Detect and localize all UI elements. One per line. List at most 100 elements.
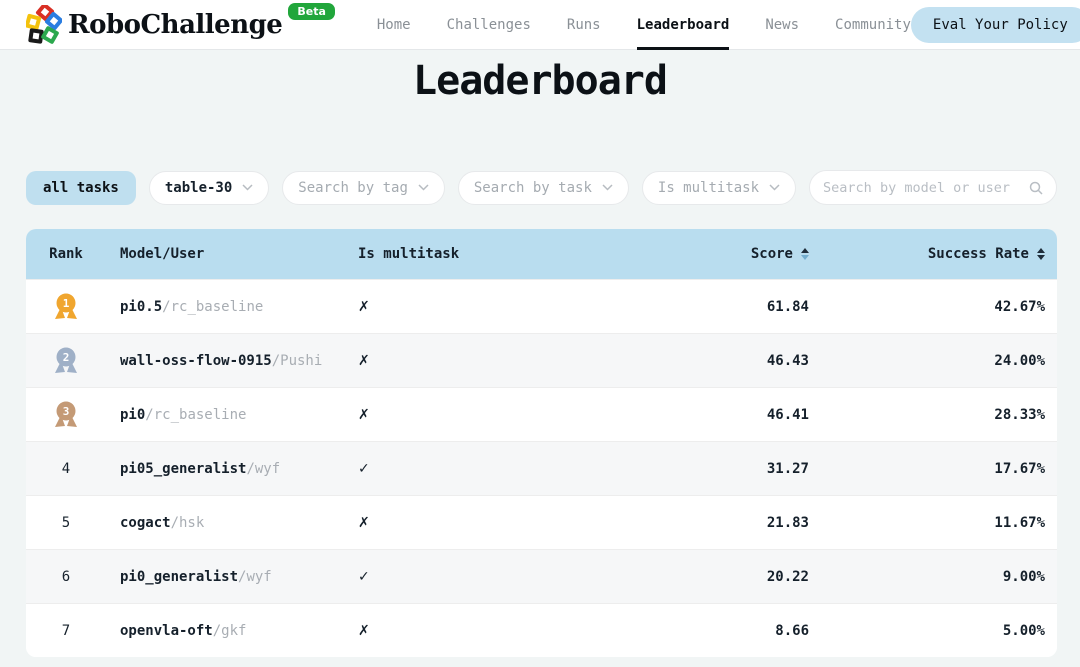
success-rate-cell: 9.00% [1002, 568, 1045, 585]
header-success-rate-sort[interactable]: Success Rate [817, 246, 1057, 262]
cross-icon: ✗ [358, 514, 370, 531]
score-cell: 8.66 [775, 622, 809, 639]
rank-medal-icon: 3 [55, 401, 77, 427]
eval-your-policy-button[interactable]: Eval Your Policy [910, 6, 1080, 43]
logo-pinwheel-icon [24, 2, 64, 45]
all-tasks-filter-pill[interactable]: all tasks [26, 170, 136, 205]
multitask-cell: ✓ [356, 569, 466, 585]
sort-icon-success-rate [1037, 248, 1045, 260]
svg-text:2: 2 [63, 351, 70, 364]
model-name: pi0 [120, 406, 146, 423]
logo-text: RoboChallenge [68, 9, 283, 40]
user-name: /wyf [238, 568, 272, 585]
multitask-cell: ✗ [356, 407, 466, 423]
nav-item-runs[interactable]: Runs [566, 16, 601, 33]
cross-icon: ✗ [358, 622, 370, 639]
model-user-cell: pi0_generalist/wyf [106, 569, 356, 585]
search-input[interactable] [823, 179, 1021, 196]
chevron-down-icon [242, 184, 253, 191]
search-icon [1029, 181, 1043, 195]
dropdown-label: table-30 [164, 179, 233, 196]
check-icon: ✓ [358, 460, 370, 477]
rank-number: 5 [61, 514, 71, 531]
score-cell: 61.84 [766, 298, 809, 315]
rank-cell: 7 [26, 623, 106, 639]
model-name: pi05_generalist [120, 460, 247, 477]
score-cell: 31.27 [766, 460, 809, 477]
success-rate-cell: 17.67% [994, 460, 1045, 477]
table-row[interactable]: 3 pi0/rc_baseline ✗ 46.41 28.33% [26, 387, 1057, 441]
task-group-dropdown[interactable]: table-30 [148, 170, 270, 205]
multitask-cell: ✓ [356, 461, 466, 477]
rank-cell: 6 [26, 569, 106, 585]
table-row[interactable]: 4 pi05_generalist/wyf ✓ 31.27 17.67% [26, 441, 1057, 495]
rank-number: 7 [61, 622, 71, 639]
header-multitask: Is multitask [358, 246, 460, 262]
top-nav: RoboChallenge Beta Home Challenges Runs Lea… [0, 0, 1080, 50]
search-by-tag-dropdown[interactable]: Search by tag [282, 170, 445, 205]
chevron-down-icon [418, 184, 429, 191]
table-row[interactable]: 5 cogact/hsk ✗ 21.83 11.67% [26, 495, 1057, 549]
cross-icon: ✗ [358, 406, 370, 423]
search-by-task-dropdown[interactable]: Search by task [457, 170, 629, 205]
check-icon: ✓ [358, 568, 370, 585]
model-name: pi0_generalist [120, 568, 239, 585]
logo[interactable]: RoboChallenge Beta [24, 2, 335, 45]
model-name: pi0.5 [120, 298, 163, 315]
table-body: 1 pi0.5/rc_baseline ✗ 61.84 42.67% 2 wall-oss-… [26, 279, 1057, 657]
chevron-down-icon [769, 184, 780, 191]
rank-cell: 1 [26, 293, 106, 321]
table-row[interactable]: 6 pi0_generalist/wyf ✓ 20.22 9.00% [26, 549, 1057, 603]
cross-icon: ✗ [358, 352, 370, 369]
cross-icon: ✗ [358, 298, 370, 315]
sort-icon-score [801, 248, 809, 260]
filter-bar: all tasks table-30 Search by tag Search by… [26, 170, 1057, 205]
multitask-cell: ✗ [356, 353, 466, 369]
success-rate-cell: 42.67% [994, 298, 1045, 315]
nav-item-home[interactable]: Home [376, 16, 411, 33]
nav-item-challenges[interactable]: Challenges [446, 16, 531, 33]
header-success-rate-label: Success Rate [927, 246, 1029, 262]
model-user-cell: openvla-oft/gkf [106, 623, 356, 639]
success-rate-cell: 5.00% [1002, 622, 1045, 639]
model-user-cell: pi0.5/rc_baseline [106, 299, 356, 315]
model-name: cogact [120, 514, 171, 531]
model-user-cell: pi05_generalist/wyf [106, 461, 356, 477]
chevron-down-icon [602, 184, 613, 191]
filter-dropdowns: table-30 Search by tag Search by task Is mu… [148, 170, 797, 205]
page-title: Leaderboard [413, 58, 668, 104]
header-score-label: Score [750, 246, 793, 262]
user-name: /wyf [246, 460, 281, 477]
is-multitask-dropdown[interactable]: Is multitask [641, 170, 797, 205]
main-content: Leaderboard all tasks table-30 Search by … [0, 50, 1080, 667]
dropdown-label: Search by tag [298, 179, 408, 196]
score-cell: 20.22 [766, 568, 809, 585]
multitask-cell: ✗ [356, 623, 466, 639]
rank-cell: 4 [26, 461, 106, 477]
nav-item-leaderboard[interactable]: Leaderboard [636, 0, 729, 50]
table-row[interactable]: 2 wall-oss-flow-0915/Pushi ✗ 46.43 24.00% [26, 333, 1057, 387]
score-cell: 46.41 [766, 406, 809, 423]
success-rate-cell: 28.33% [994, 406, 1045, 423]
multitask-cell: ✗ [356, 299, 466, 315]
model-user-cell: cogact/hsk [106, 515, 356, 531]
nav-item-news[interactable]: News [765, 16, 800, 33]
rank-number: 6 [61, 568, 71, 585]
user-name: /rc_baseline [145, 406, 247, 423]
dropdown-label: Search by task [473, 179, 592, 196]
header-rank: Rank [49, 246, 83, 262]
nav-items: Home Challenges Runs Leaderboard News Communi… [377, 0, 911, 50]
table-row[interactable]: 7 openvla-oft/gkf ✗ 8.66 5.00% [26, 603, 1057, 657]
model-name: wall-oss-flow-0915 [120, 352, 272, 369]
nav-item-community[interactable]: Community [835, 16, 911, 33]
nav-right: Eval Your Policy Log In [910, 6, 1080, 43]
user-name: /rc_baseline [162, 298, 264, 315]
dropdown-label: Is multitask [657, 179, 760, 196]
user-name: /hsk [170, 514, 205, 531]
rank-cell: 3 [26, 401, 106, 429]
table-row[interactable]: 1 pi0.5/rc_baseline ✗ 61.84 42.67% [26, 279, 1057, 333]
rank-cell: 5 [26, 515, 106, 531]
header-score-sort[interactable]: Score [466, 246, 817, 262]
multitask-cell: ✗ [356, 515, 466, 531]
rank-number: 4 [61, 460, 71, 477]
